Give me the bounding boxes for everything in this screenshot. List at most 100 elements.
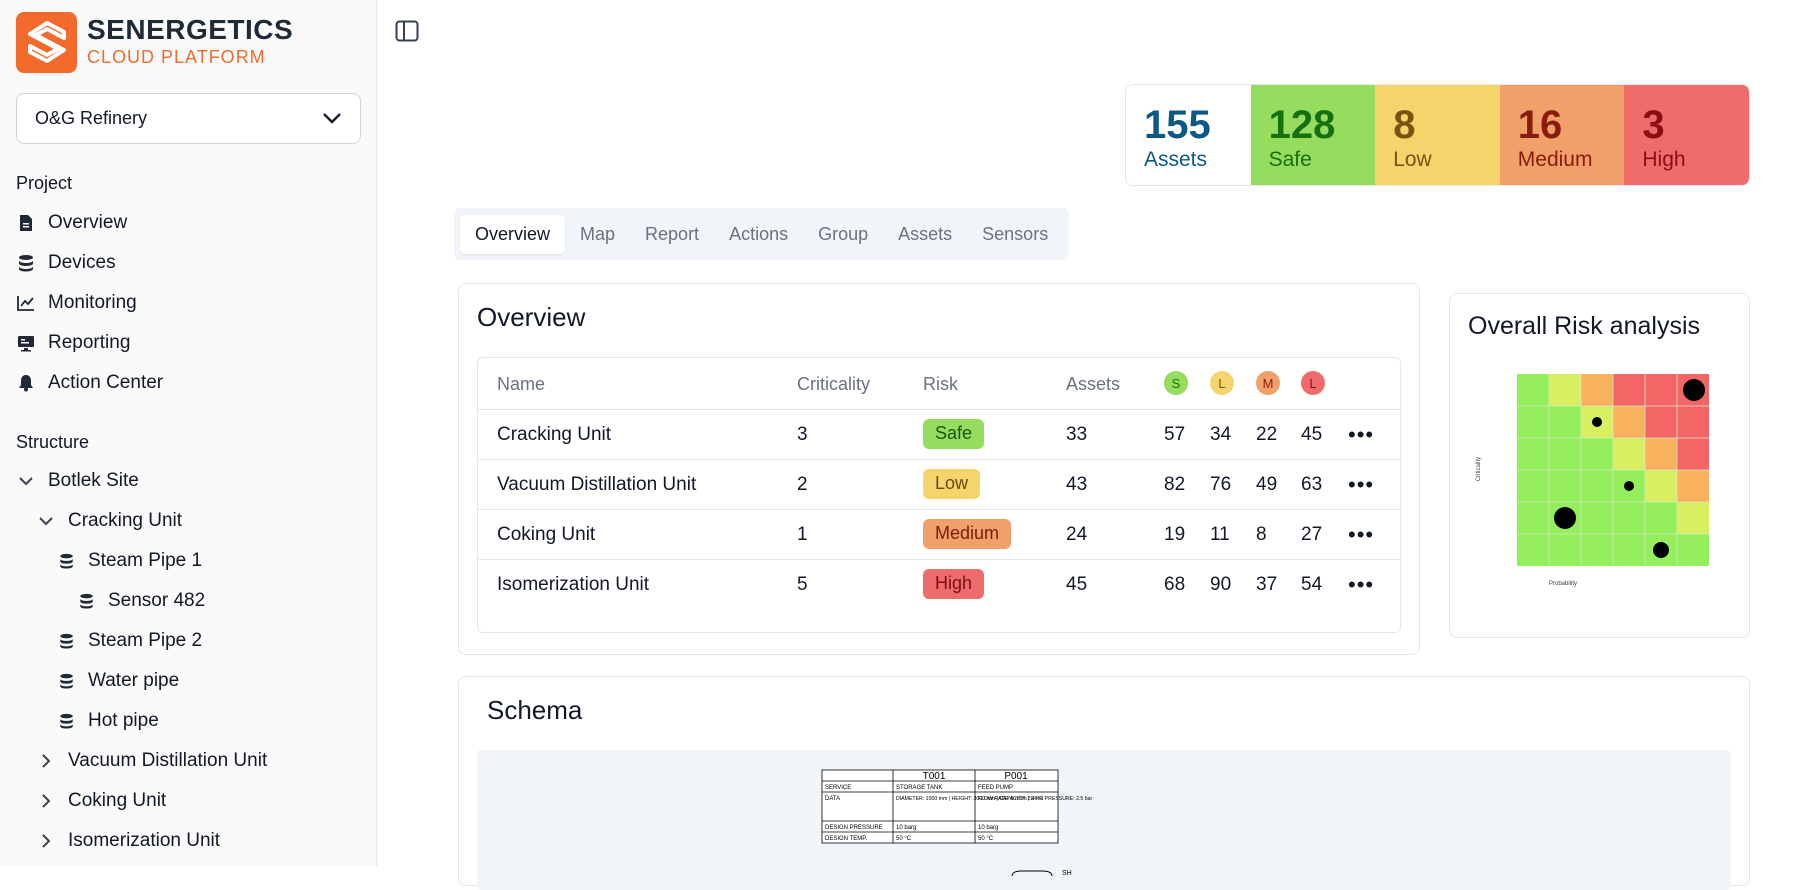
- more-options-icon[interactable]: •••: [1348, 472, 1375, 497]
- cell-high-count: 27: [1301, 524, 1323, 545]
- stat-high[interactable]: 3 High: [1624, 85, 1749, 185]
- cell-name: Cracking Unit: [497, 424, 612, 445]
- risk-point[interactable]: [1624, 481, 1634, 491]
- risk-analysis-title: Overall Risk analysis: [1468, 312, 1701, 340]
- pid-tag-fragment: SH: [1062, 870, 1072, 877]
- tab-map[interactable]: Map: [580, 223, 616, 244]
- risk-point[interactable]: [1683, 379, 1705, 401]
- cell-assets: 24: [1066, 524, 1088, 545]
- tab-sensors[interactable]: Sensors: [982, 223, 1049, 244]
- tree-item-botlek-site[interactable]: Botlek Site: [16, 466, 139, 496]
- pid-label: SERVICE: [825, 785, 851, 791]
- schema-diagram[interactable]: T001 P001 SERVICE STORAGE TANK FEED PUMP…: [477, 750, 1731, 890]
- tree-item-sensor-482[interactable]: Sensor 482: [76, 586, 205, 616]
- risk-point[interactable]: [1653, 542, 1669, 558]
- chevron-down-icon[interactable]: [16, 471, 36, 491]
- project-select[interactable]: O&G Refinery: [16, 93, 361, 144]
- tab-group[interactable]: Group: [818, 223, 869, 244]
- more-options-icon[interactable]: •••: [1348, 422, 1375, 447]
- pid-value: 10 barg: [978, 825, 998, 831]
- project-select-value: O&G Refinery: [35, 108, 148, 128]
- risk-point[interactable]: [1592, 417, 1602, 427]
- tree-item-label: Cracking Unit: [68, 510, 183, 531]
- tree-item-hot-pipe[interactable]: Hot pipe: [56, 706, 159, 736]
- sidebar: SENERGETICS CLOUD PLATFORM O&G Refinery …: [0, 0, 377, 866]
- database-icon: [76, 591, 96, 611]
- more-options-icon[interactable]: •••: [1348, 572, 1375, 597]
- nav-item-monitoring[interactable]: Monitoring: [16, 288, 137, 318]
- cell-high-count: 45: [1301, 424, 1323, 445]
- nav-item-label: Reporting: [48, 332, 131, 353]
- stat-medium[interactable]: 16 Medium: [1499, 85, 1625, 185]
- schema-card: Schema T001 P001 SERVICE STORAGE TANK FE…: [458, 676, 1750, 890]
- cell-criticality: 3: [797, 424, 808, 445]
- cell-assets: 45: [1066, 574, 1088, 595]
- chip-safe: S: [1164, 371, 1188, 395]
- column-header-name[interactable]: Name: [497, 374, 546, 394]
- chevron-right-icon[interactable]: [36, 831, 56, 851]
- column-header-assets[interactable]: Assets: [1066, 374, 1121, 394]
- cell-high-count: 54: [1301, 574, 1323, 595]
- nav-item-reporting[interactable]: Reporting: [16, 328, 130, 358]
- cell-low-count: 11: [1210, 524, 1230, 545]
- brand[interactable]: SENERGETICS CLOUD PLATFORM: [16, 11, 294, 73]
- pid-value: FEED PUMP: [978, 785, 1013, 791]
- overview-title: Overview: [477, 302, 586, 332]
- schema-title: Schema: [487, 695, 583, 725]
- tree-item-water-pipe[interactable]: Water pipe: [56, 666, 179, 696]
- table-row[interactable]: Isomerization Unit 5 High 45 68 90 37 54…: [478, 559, 1400, 609]
- tree-item-vacuum-distillation-unit[interactable]: Vacuum Distillation Unit: [36, 746, 267, 776]
- risk-badge: High: [923, 569, 985, 599]
- risk-badge: Safe: [923, 419, 985, 449]
- project-section-label: Project: [16, 173, 73, 193]
- brand-name: SENERGETICS: [87, 14, 294, 45]
- stat-value: 155: [1144, 103, 1211, 147]
- pid-value: 10 barg: [896, 825, 916, 831]
- risk-badge: Low: [923, 469, 981, 499]
- table-row[interactable]: Cracking Unit 3 Safe 33 57 34 22 45 •••: [478, 409, 1400, 459]
- tree-item-coking-unit[interactable]: Coking Unit: [36, 786, 166, 816]
- tree-item-steam-pipe-1[interactable]: Steam Pipe 1: [56, 546, 202, 576]
- chevron-right-icon[interactable]: [36, 791, 56, 811]
- stat-assets[interactable]: 155 Assets: [1126, 85, 1251, 185]
- database-icon: [16, 253, 36, 273]
- tree-item-steam-pipe-2[interactable]: Steam Pipe 2: [56, 626, 202, 656]
- cell-safe-count: 19: [1164, 524, 1186, 545]
- stat-label: Medium: [1517, 148, 1593, 171]
- tab-assets[interactable]: Assets: [898, 223, 953, 244]
- nav-item-action-center[interactable]: Action Center: [16, 368, 163, 398]
- risk-matrix-grid: [1517, 374, 1709, 566]
- sidebar-toggle-icon[interactable]: [395, 20, 421, 44]
- nav-item-label: Monitoring: [48, 292, 137, 313]
- pid-label: DATA: [825, 796, 840, 802]
- table-row[interactable]: Vacuum Distillation Unit 2 Low 43 82 76 …: [478, 459, 1400, 509]
- database-icon: [56, 711, 76, 731]
- cell-medium-count: 37: [1256, 574, 1278, 595]
- table-row[interactable]: Coking Unit 1 Medium 24 19 11 8 27 •••: [478, 509, 1400, 559]
- database-icon: [56, 631, 76, 651]
- tree-item-cracking-unit[interactable]: Cracking Unit: [36, 506, 182, 536]
- pid-value: STORAGE TANK: [896, 785, 942, 791]
- more-options-icon[interactable]: •••: [1348, 522, 1375, 547]
- cell-high-count: 63: [1301, 474, 1323, 495]
- nav-item-overview[interactable]: Overview: [16, 208, 127, 238]
- pid-value: 50 °C: [896, 836, 912, 842]
- nav-item-label: Overview: [48, 212, 128, 233]
- risk-point[interactable]: [1554, 507, 1576, 529]
- pid-label: DESIGN TEMP.: [825, 836, 867, 842]
- stat-low[interactable]: 8 Low: [1375, 85, 1500, 185]
- tree-item-isomerization-unit[interactable]: Isomerization Unit: [36, 826, 220, 856]
- chevron-down-icon[interactable]: [36, 511, 56, 531]
- stat-safe[interactable]: 128 Safe: [1250, 85, 1376, 185]
- tab-overview[interactable]: Overview: [460, 214, 566, 254]
- cell-low-count: 90: [1210, 574, 1232, 595]
- tab-report[interactable]: Report: [645, 223, 700, 244]
- risk-y-axis-label: Criticality: [1476, 457, 1482, 481]
- structure-section-label: Structure: [16, 432, 90, 452]
- nav-item-devices[interactable]: Devices: [16, 248, 116, 278]
- chevron-right-icon[interactable]: [36, 751, 56, 771]
- column-header-criticality[interactable]: Criticality: [797, 374, 871, 394]
- tab-actions[interactable]: Actions: [729, 223, 789, 244]
- column-header-risk[interactable]: Risk: [923, 374, 958, 394]
- pid-value: DIAMETER: 1000 mm | HEIGHT: 3000 mm | CA…: [896, 796, 1043, 802]
